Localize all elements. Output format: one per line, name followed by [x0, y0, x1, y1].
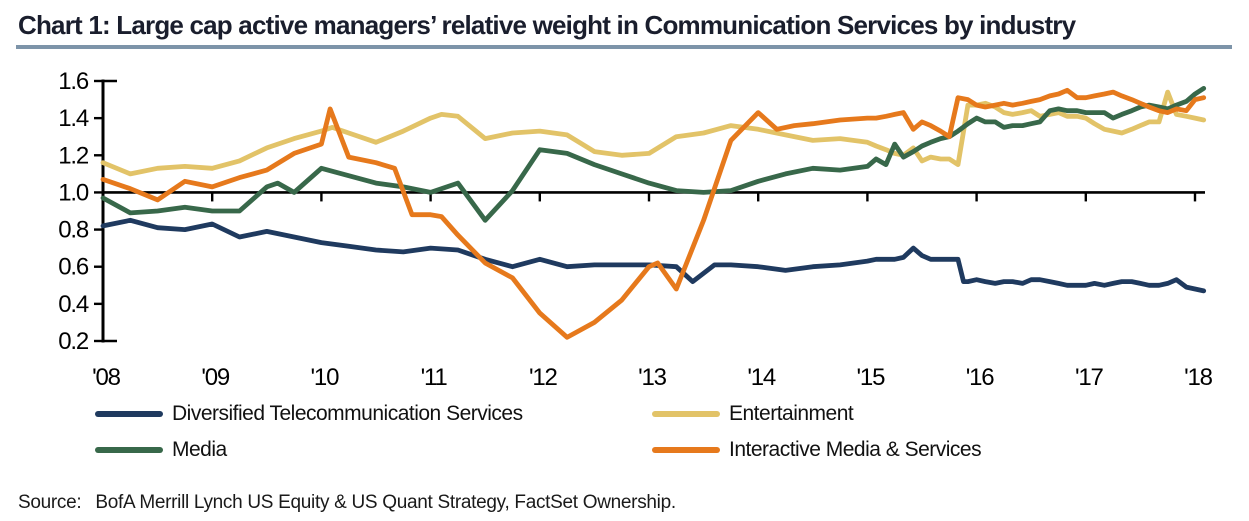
x-tick-label: '18 — [1184, 364, 1213, 391]
y-tick-label: 1.4 — [58, 105, 89, 132]
x-tick-label: '11 — [421, 364, 448, 391]
legend-item-entertainment: Entertainment — [652, 402, 854, 426]
y-tick-label: 1.2 — [58, 142, 89, 169]
y-tick-label: 0.6 — [58, 254, 89, 281]
x-tick-label: '08 — [92, 364, 121, 391]
legend-label-media: Media — [172, 438, 227, 461]
y-tick-label: 0.8 — [58, 217, 89, 244]
series-line-interactive-media — [100, 87, 1207, 340]
x-tick-label: '16 — [966, 364, 995, 391]
legend-label-diversified-telecom: Diversified Telecommunication Services — [172, 402, 523, 425]
legend-swatch-media — [95, 447, 163, 453]
chart-title: Chart 1: Large cap active managers’ rela… — [18, 10, 1076, 40]
legend-item-media: Media — [95, 438, 227, 462]
y-tick-label: 0.4 — [58, 291, 89, 318]
series-line-diversified-telecom — [100, 217, 1207, 294]
y-tick-label: 0.2 — [58, 328, 89, 355]
source-note: Source: BofA Merrill Lynch US Equity & US… — [18, 492, 676, 514]
x-tick-label: '09 — [201, 364, 230, 391]
legend-swatch-diversified-telecom — [95, 411, 163, 417]
x-tick-label: '17 — [1075, 364, 1104, 391]
legend-item-interactive-media: Interactive Media & Services — [652, 438, 982, 462]
legend-swatch-interactive-media — [652, 447, 720, 453]
series-line-media — [100, 86, 1207, 223]
x-tick-label: '15 — [857, 364, 886, 391]
x-tick-label: '12 — [529, 364, 558, 391]
source-label: Source: — [18, 492, 82, 513]
legend-swatch-entertainment — [652, 411, 720, 417]
y-tick-label: 1.0 — [58, 179, 89, 206]
legend-label-interactive-media: Interactive Media & Services — [729, 438, 982, 461]
x-tick-label: '14 — [747, 364, 776, 391]
series-line-entertainment — [100, 89, 1207, 177]
source-text: BofA Merrill Lynch US Equity & US Quant … — [95, 492, 676, 513]
legend-item-diversified-telecom: Diversified Telecommunication Services — [95, 402, 523, 426]
x-tick-label: '10 — [311, 364, 340, 391]
legend-label-entertainment: Entertainment — [729, 402, 854, 425]
y-tick-label: 1.6 — [58, 68, 89, 95]
x-tick-label: '13 — [638, 364, 667, 391]
title-rule — [16, 45, 1232, 49]
